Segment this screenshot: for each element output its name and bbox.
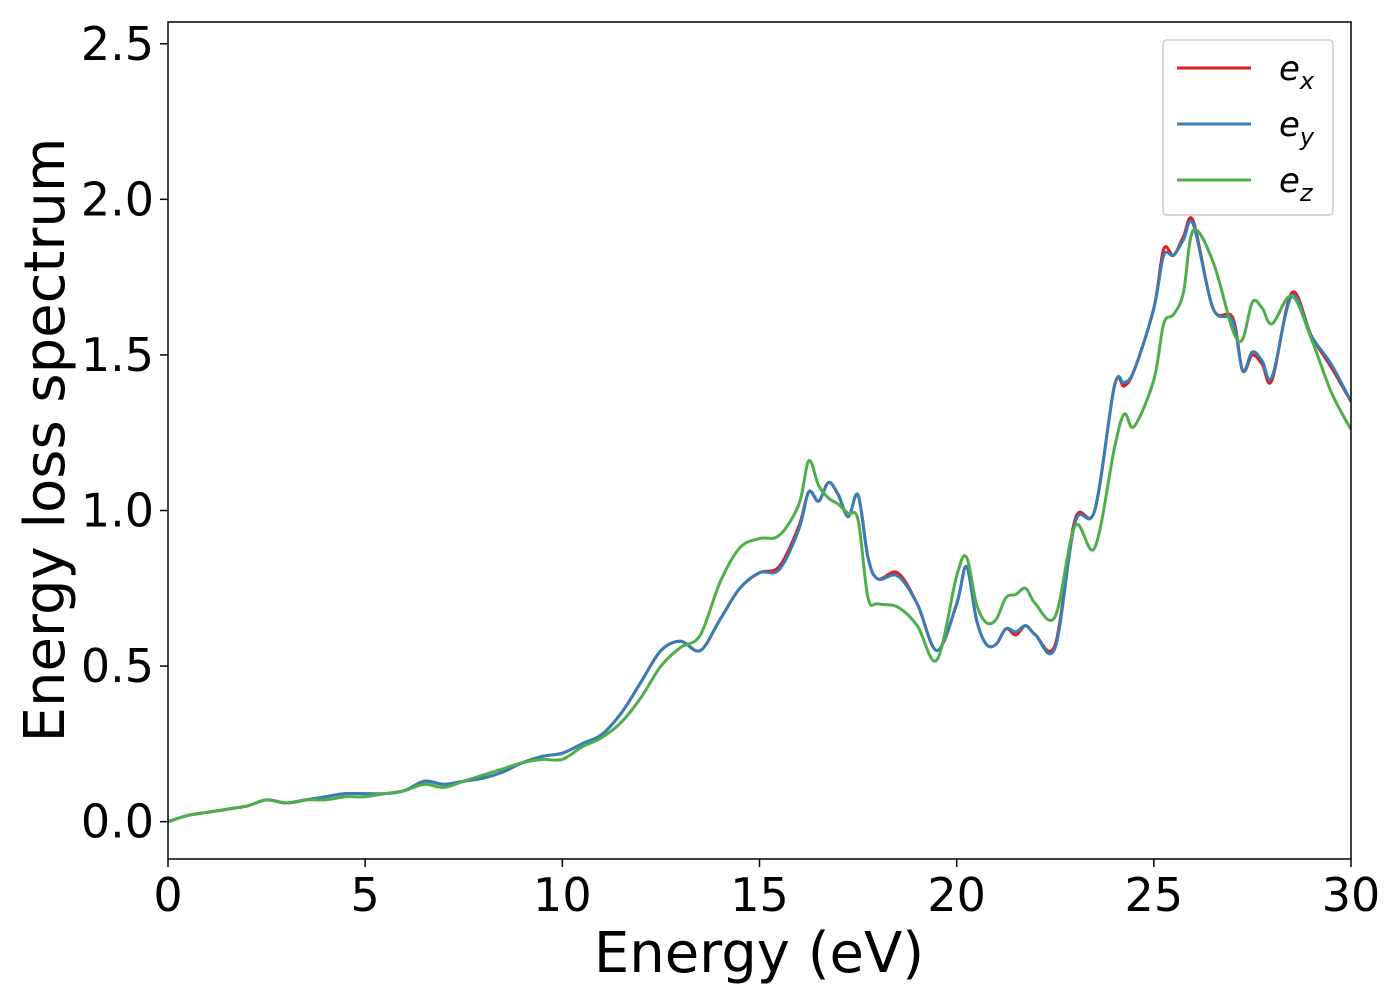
legend-label-x: ex bbox=[1279, 49, 1315, 95]
x-tick-label: 10 bbox=[533, 868, 592, 922]
y-tick-label: 2.5 bbox=[81, 17, 154, 71]
series-line-z bbox=[168, 228, 1351, 824]
x-axis-label: Energy (eV) bbox=[594, 921, 924, 986]
legend: ex ey ez bbox=[1162, 39, 1334, 216]
y-tick-label: 1.5 bbox=[81, 328, 154, 382]
legend-label-z: ez bbox=[1279, 161, 1314, 207]
series-line-x bbox=[168, 216, 1351, 824]
x-tick-label: 25 bbox=[1125, 868, 1184, 922]
series-layer bbox=[168, 216, 1351, 824]
legend-label-y: ey bbox=[1279, 105, 1315, 151]
x-ticks: 0 5 10 15 20 25 30 bbox=[153, 859, 1380, 922]
series-line-y bbox=[168, 219, 1351, 824]
x-tick-label: 20 bbox=[927, 868, 986, 922]
y-tick-label: 0.0 bbox=[81, 795, 154, 849]
x-tick-label: 30 bbox=[1322, 868, 1381, 922]
y-ticks: 0.0 0.5 1.0 1.5 2.0 2.5 bbox=[81, 17, 168, 849]
y-tick-label: 2.0 bbox=[81, 172, 154, 226]
x-tick-label: 5 bbox=[351, 868, 380, 922]
x-tick-label: 15 bbox=[730, 868, 789, 922]
legend-box bbox=[1162, 39, 1334, 216]
y-tick-label: 0.5 bbox=[81, 639, 154, 693]
y-axis-label: Energy loss spectrum bbox=[13, 138, 78, 743]
y-tick-label: 1.0 bbox=[81, 484, 154, 538]
x-tick-label: 0 bbox=[153, 868, 182, 922]
